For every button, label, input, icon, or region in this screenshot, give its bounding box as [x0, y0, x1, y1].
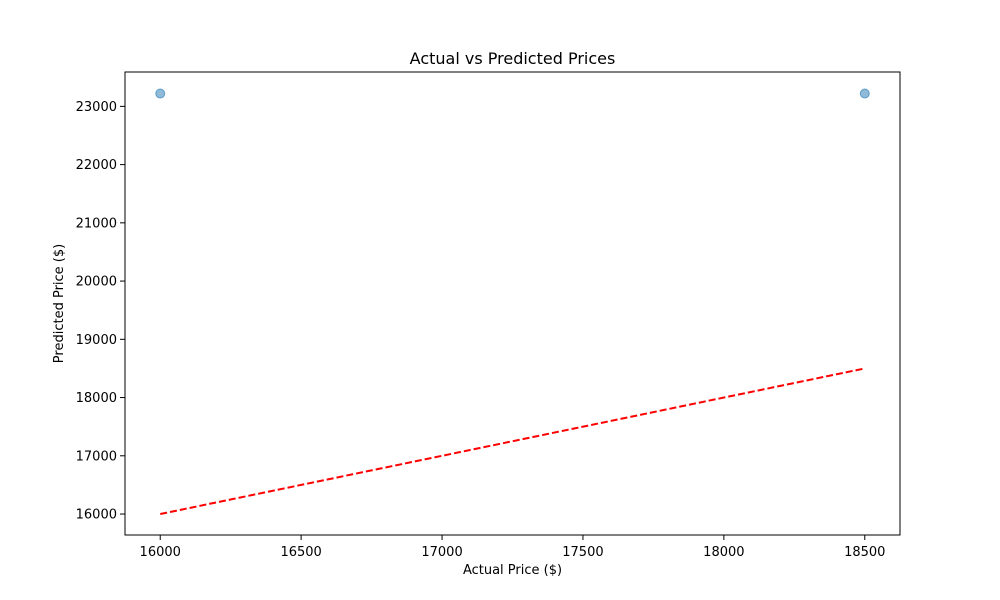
x-tick-label: 16500 [280, 545, 321, 560]
x-tick-label: 18000 [703, 545, 744, 560]
y-tick-label: 16000 [76, 508, 117, 523]
y-axis-ticks: 16000 17000 18000 19000 20000 21000 22000 23000 [76, 100, 125, 523]
points-layer [155, 88, 870, 99]
x-tick-label: 18500 [844, 545, 885, 560]
x-axis-label: Actual Price ($) [463, 563, 562, 578]
reference-line [160, 367, 865, 516]
y-tick-label: 22000 [76, 158, 117, 173]
y-tick-label: 20000 [76, 275, 117, 290]
reference-line-layer [160, 367, 865, 516]
data-point [155, 88, 166, 99]
x-axis-ticks: 16000 16500 17000 17500 18000 18500 [140, 535, 885, 560]
x-tick-label: 16000 [140, 545, 181, 560]
data-point [859, 88, 870, 99]
chart-title: Actual vs Predicted Prices [410, 49, 616, 68]
x-tick-label: 17500 [562, 545, 603, 560]
y-tick-label: 19000 [76, 333, 117, 348]
x-tick-label: 17000 [421, 545, 462, 560]
y-tick-label: 18000 [76, 391, 117, 406]
y-tick-label: 21000 [76, 216, 117, 231]
plot-frame [124, 71, 901, 536]
y-axis-label: Predicted Price ($) [52, 244, 67, 363]
y-tick-label: 17000 [76, 449, 117, 464]
y-tick-label: 23000 [76, 100, 117, 115]
